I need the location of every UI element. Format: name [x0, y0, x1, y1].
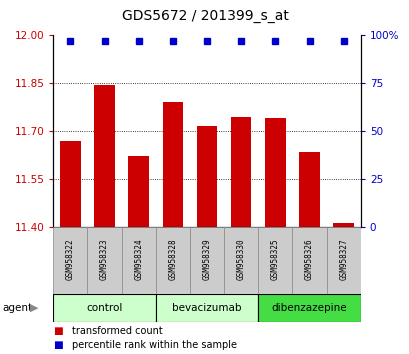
Bar [326, 227, 360, 294]
Text: ■: ■ [53, 340, 63, 350]
Bar [224, 227, 258, 294]
Text: GSM958328: GSM958328 [168, 238, 177, 280]
Text: ▶: ▶ [29, 303, 38, 313]
Text: bevacizumab: bevacizumab [172, 303, 241, 313]
Text: GSM958322: GSM958322 [66, 238, 75, 280]
Text: GSM958325: GSM958325 [270, 238, 279, 280]
Text: GSM958323: GSM958323 [100, 238, 109, 280]
Bar [53, 227, 87, 294]
Bar [87, 227, 121, 294]
Text: GSM958324: GSM958324 [134, 238, 143, 280]
Bar [94, 85, 115, 227]
Bar [128, 156, 148, 227]
Text: dibenzazepine: dibenzazepine [271, 303, 346, 313]
Bar [333, 223, 353, 227]
Bar [292, 227, 326, 294]
Bar [299, 152, 319, 227]
Bar [258, 294, 360, 322]
Bar [258, 227, 292, 294]
Bar [189, 227, 224, 294]
Bar [230, 116, 251, 227]
Text: ■: ■ [53, 326, 63, 336]
Bar [162, 102, 183, 227]
Bar [196, 126, 217, 227]
Text: percentile rank within the sample: percentile rank within the sample [72, 340, 236, 350]
Bar [121, 227, 155, 294]
Bar [155, 294, 258, 322]
Text: GSM958330: GSM958330 [236, 238, 245, 280]
Text: agent: agent [2, 303, 32, 313]
Text: GSM958326: GSM958326 [304, 238, 313, 280]
Text: GSM958329: GSM958329 [202, 238, 211, 280]
Text: transformed count: transformed count [72, 326, 162, 336]
Text: control: control [86, 303, 122, 313]
Bar [265, 118, 285, 227]
Text: GSM958327: GSM958327 [338, 238, 347, 280]
Text: GDS5672 / 201399_s_at: GDS5672 / 201399_s_at [121, 9, 288, 23]
Bar [60, 141, 81, 227]
Bar [155, 227, 189, 294]
Bar [53, 294, 155, 322]
